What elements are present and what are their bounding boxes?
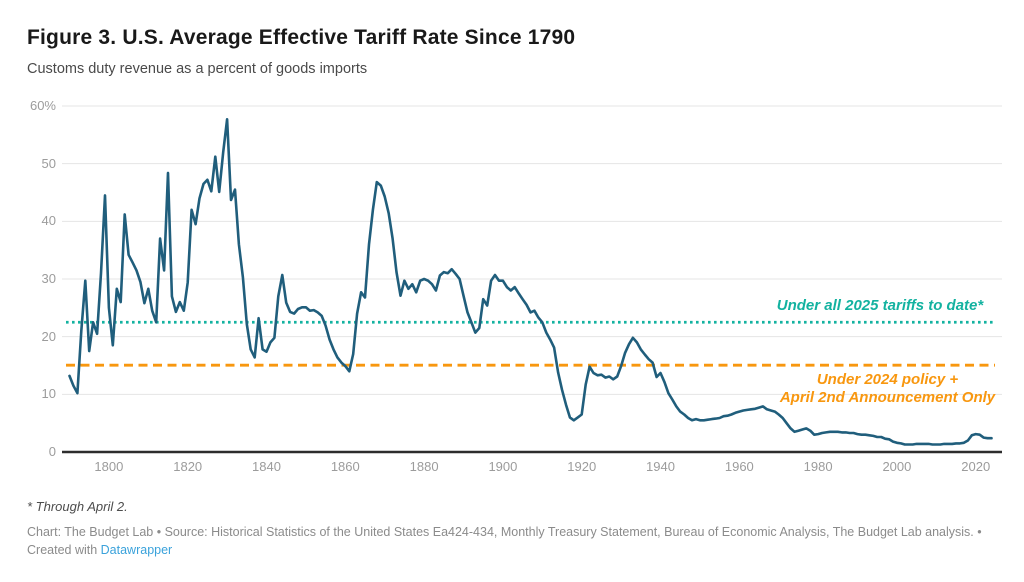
figure-subtitle: Customs duty revenue as a percent of goo…	[27, 61, 368, 77]
annotation-2024-policy-line2: April 2nd Announcement Only	[779, 389, 996, 406]
x-axis-tick-label: 1860	[330, 459, 360, 474]
x-axis-tick-label: 1880	[409, 459, 439, 474]
y-axis-tick-label: 20	[41, 328, 56, 344]
x-axis-tick-label: 1800	[94, 459, 124, 474]
footnote: * Through April 2.	[27, 499, 128, 514]
x-axis-tick-label: 1980	[803, 459, 833, 474]
x-axis-tick-label: 1940	[646, 459, 675, 474]
x-axis-tick-label: 1920	[567, 459, 597, 474]
y-axis-tick-label: 10	[41, 386, 56, 402]
x-axis-tick-label: 1820	[173, 459, 203, 474]
annotation-2024-policy-label: Under 2024 policy + April 2nd Announceme…	[700, 371, 1024, 407]
y-axis-tick-label: 60%	[29, 98, 56, 113]
datawrapper-link[interactable]: Datawrapper	[100, 543, 173, 558]
figure-title: Figure 3. U.S. Average Effective Tariff …	[27, 26, 576, 49]
attribution-source-text: Chart: The Budget Lab • Source: Historic…	[27, 525, 982, 539]
x-axis-tick-label: 1840	[252, 459, 281, 474]
annotation-2024-policy-line1: Under 2024 policy +	[816, 371, 959, 388]
y-axis-tick-label: 50	[41, 155, 56, 171]
x-axis-tick-label: 1960	[724, 459, 754, 474]
annotation-2025-tariffs-label: Under all 2025 tariffs to date*	[776, 297, 984, 314]
x-axis-tick-label: 2000	[882, 459, 912, 474]
y-axis-tick-label: 30	[41, 271, 56, 286]
x-axis-tick-label: 1900	[488, 459, 518, 474]
x-axis-tick-label: 2020	[961, 459, 991, 474]
attribution: Chart: The Budget Lab • Source: Historic…	[27, 523, 992, 559]
y-axis-tick-label: 0	[48, 444, 56, 459]
tariff-rate-line	[68, 118, 993, 446]
y-axis-tick-label: 40	[41, 213, 56, 229]
attribution-created-prefix: Created with	[27, 543, 101, 558]
